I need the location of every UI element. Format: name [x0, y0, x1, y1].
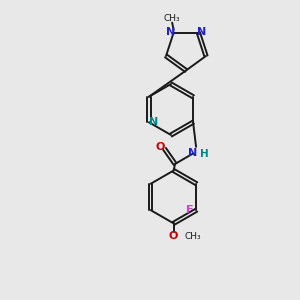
- Text: N: N: [188, 148, 198, 158]
- Text: CH₃: CH₃: [185, 232, 202, 241]
- Text: O: O: [155, 142, 165, 152]
- Text: N: N: [149, 117, 158, 127]
- Text: N: N: [166, 27, 175, 37]
- Text: F: F: [186, 205, 194, 215]
- Text: O: O: [169, 231, 178, 241]
- Text: N: N: [197, 27, 206, 37]
- Text: H: H: [200, 149, 208, 159]
- Text: CH₃: CH₃: [164, 14, 181, 22]
